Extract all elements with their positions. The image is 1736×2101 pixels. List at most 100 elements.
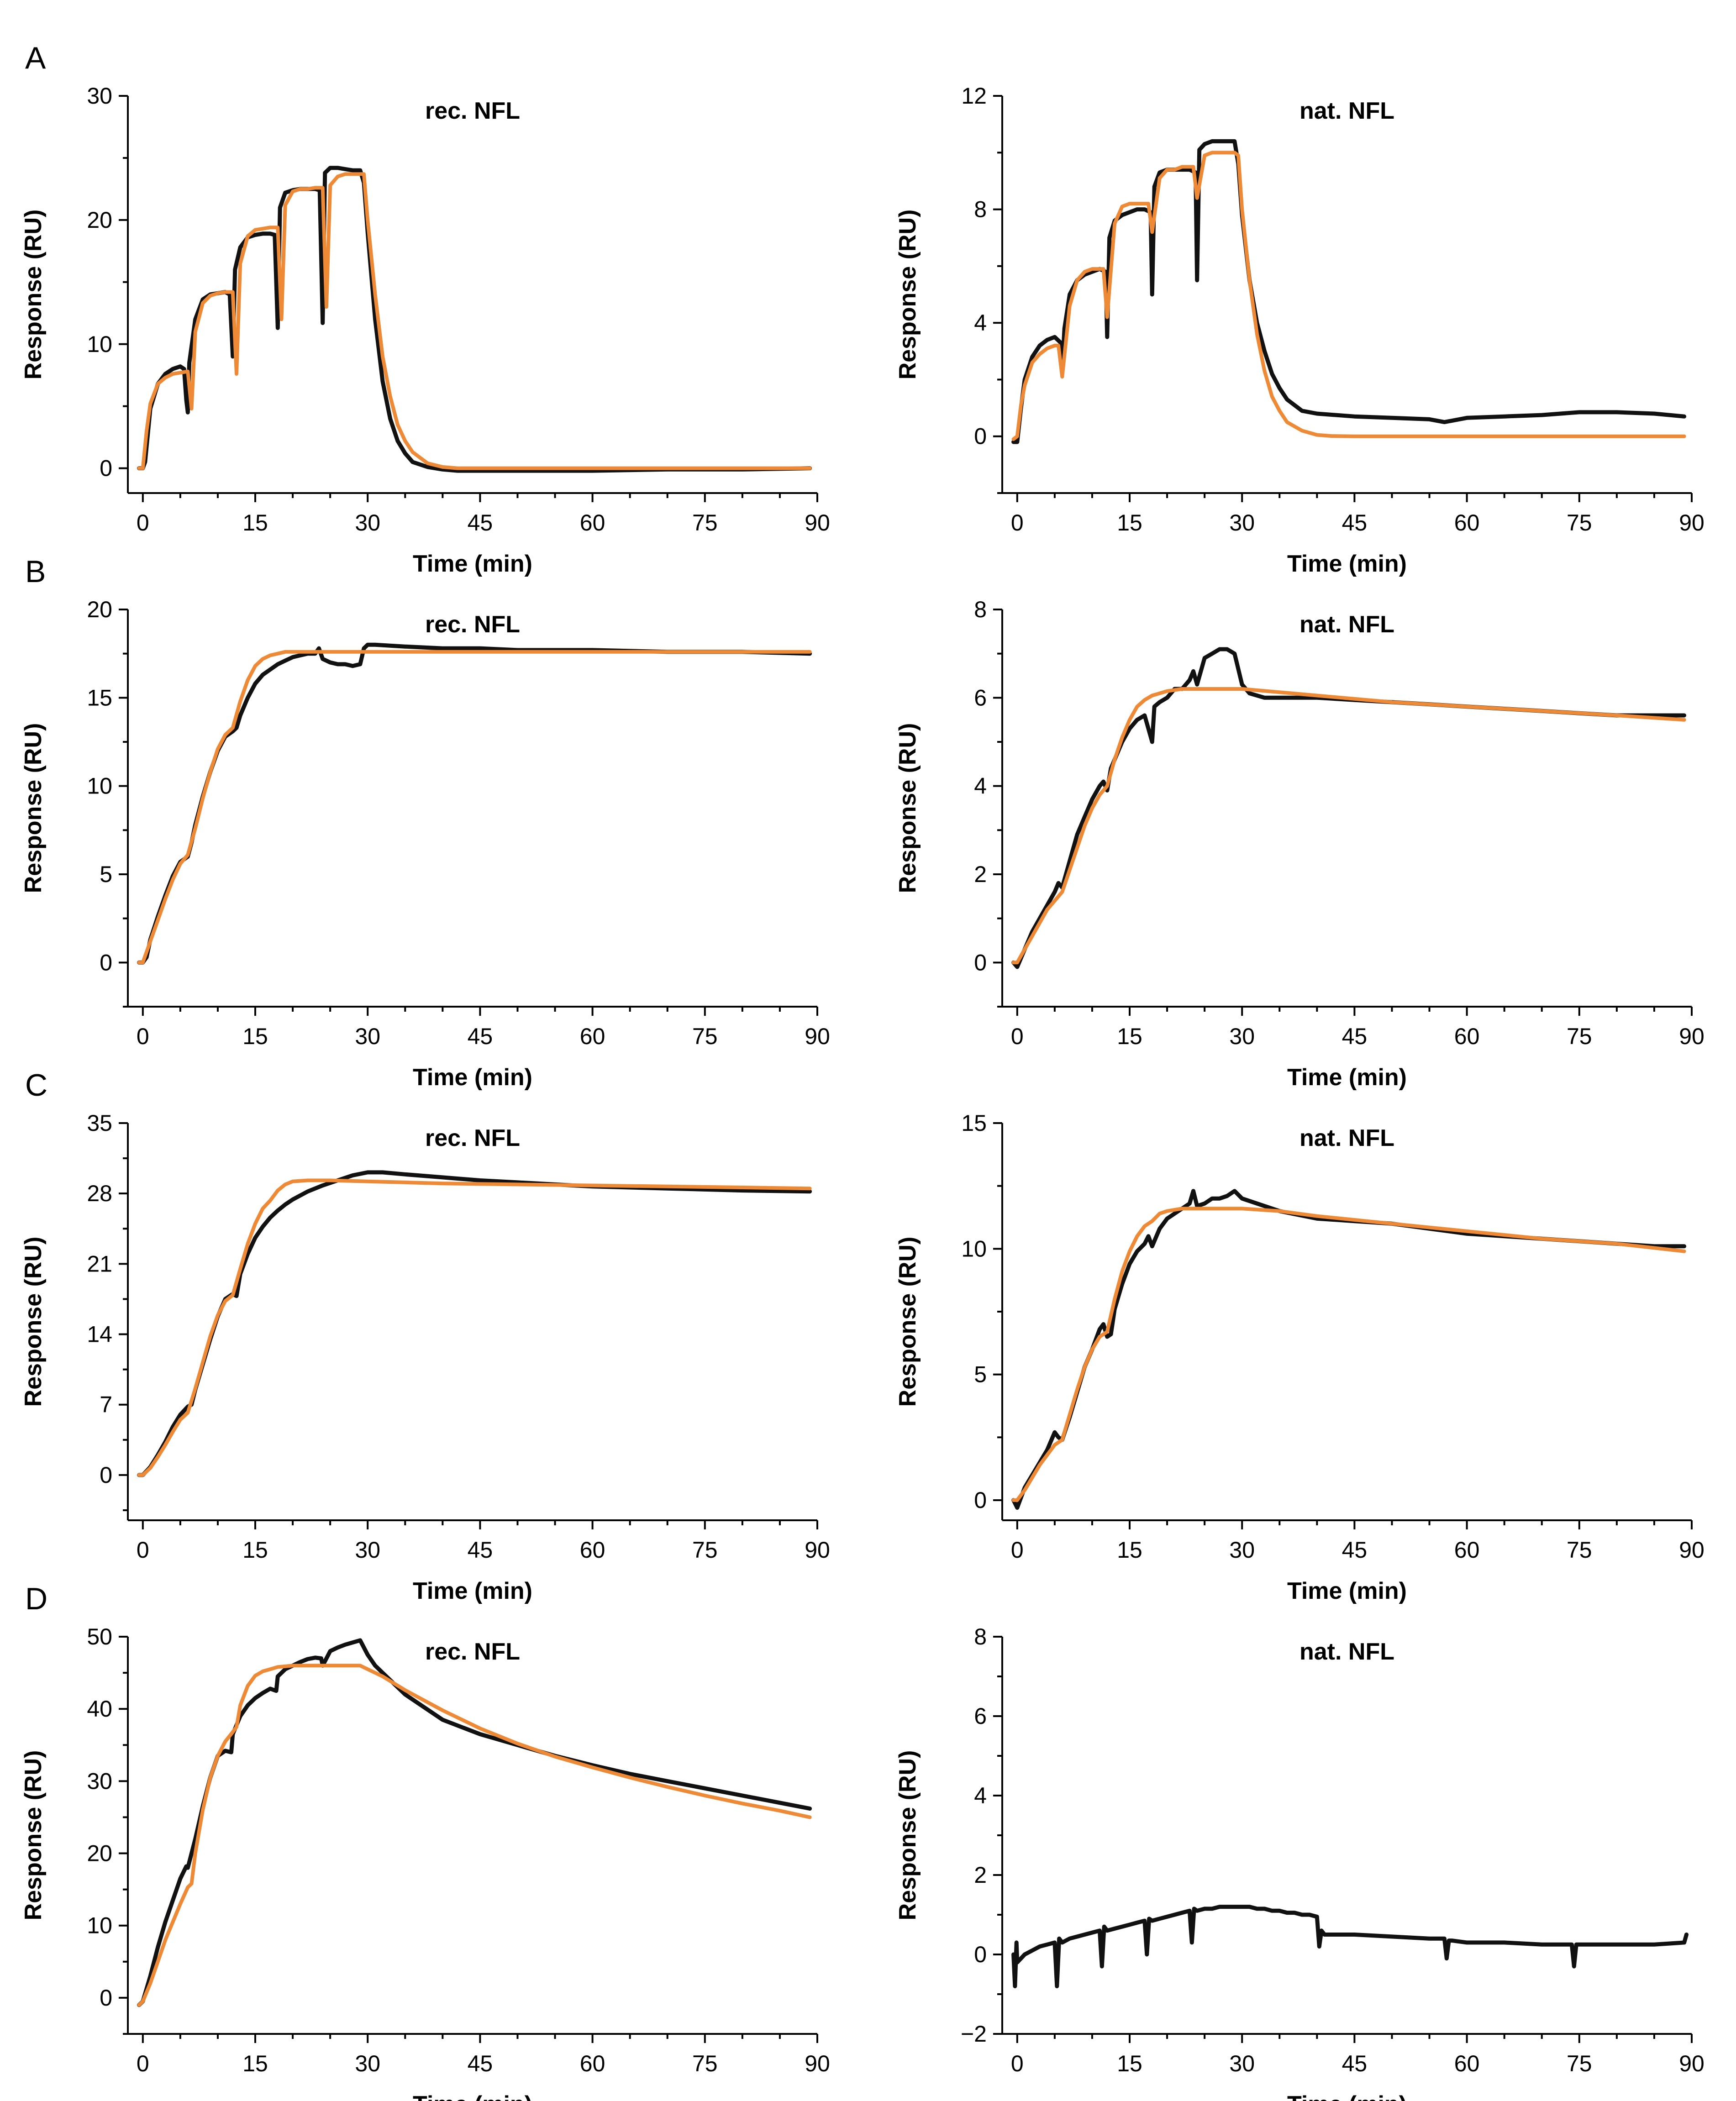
- x-tick-label: 0: [137, 1537, 149, 1563]
- y-axis-label: Response (RU): [894, 723, 921, 893]
- y-tick-label: 20: [87, 1841, 112, 1866]
- chart-2: 0 15 30 45 60 75 90 0 5 10 15 20 Time (min) Response …: [20, 597, 830, 1091]
- x-axis-label: Time (min): [413, 551, 532, 577]
- x-tick-label: 15: [1117, 510, 1142, 536]
- y-tick-label: 0: [974, 424, 987, 449]
- y-tick-label: 28: [87, 1181, 112, 1206]
- y-axis-label: Response (RU): [20, 210, 47, 380]
- series-fit: [1011, 151, 1686, 441]
- y-tick-label: 2: [974, 1862, 987, 1888]
- x-tick-label: 30: [1229, 2051, 1255, 2076]
- series-measured: [1011, 139, 1687, 444]
- x-tick-label: 45: [468, 1537, 493, 1563]
- series-fit: [137, 172, 812, 470]
- x-tick-label: 75: [1567, 1024, 1592, 1049]
- x-tick-label: 75: [692, 510, 718, 536]
- x-tick-label: 15: [242, 2051, 268, 2076]
- chart-title: nat. NFL: [1299, 98, 1394, 124]
- y-tick-label: 50: [87, 1624, 112, 1649]
- series-fit: [1011, 1207, 1686, 1502]
- chart-0: 0 15 30 45 60 75 90 0 10 20 30 Time (min) Response (…: [20, 83, 830, 577]
- series-fit: [1011, 687, 1686, 965]
- chart-1: 0 15 30 45 60 75 90 0 4 8 12 Time (min) Response (RU…: [894, 83, 1704, 577]
- x-tick-label: 90: [805, 510, 830, 536]
- y-tick-label: 0: [974, 1942, 987, 1967]
- series-measured: [1011, 1905, 1689, 1989]
- x-tick-label: 60: [580, 1537, 605, 1563]
- panel-label-a: A: [25, 41, 46, 75]
- x-tick-label: 45: [468, 2051, 493, 2076]
- x-tick-label: 45: [1342, 510, 1368, 536]
- x-tick-label: 75: [1567, 2051, 1592, 2076]
- y-tick-label: 10: [87, 331, 112, 357]
- x-tick-label: 60: [580, 510, 605, 536]
- x-tick-label: 75: [1567, 1537, 1592, 1563]
- y-tick-label: 10: [87, 1913, 112, 1938]
- x-tick-label: 45: [1342, 2051, 1368, 2076]
- y-tick-label: 0: [974, 1487, 987, 1513]
- x-tick-label: 60: [1454, 1024, 1480, 1049]
- x-tick-label: 60: [580, 2051, 605, 2076]
- y-tick-label: 8: [974, 197, 987, 222]
- x-axis-label: Time (min): [1287, 1578, 1407, 1604]
- series-fit: [137, 1178, 812, 1477]
- y-tick-label: 0: [100, 1462, 112, 1488]
- x-tick-label: 90: [805, 2051, 830, 2076]
- x-tick-label: 15: [242, 510, 268, 536]
- x-tick-label: 0: [137, 1024, 149, 1049]
- chart-title: rec. NFL: [425, 1125, 520, 1151]
- y-tick-label: 6: [974, 685, 987, 710]
- y-tick-label: 15: [87, 685, 112, 710]
- series-measured: [137, 1638, 812, 2007]
- x-tick-label: 15: [242, 1024, 268, 1049]
- y-tick-label: 4: [974, 1783, 987, 1808]
- y-axis-label: Response (RU): [20, 1237, 47, 1407]
- chart-5: 0 15 30 45 60 75 90 0 5 10 15 Time (min) Response (R…: [894, 1110, 1704, 1604]
- x-tick-label: 60: [1454, 1537, 1480, 1563]
- y-tick-label: 4: [974, 310, 987, 336]
- y-tick-label: 0: [100, 950, 112, 975]
- x-tick-label: 60: [1454, 2051, 1480, 2076]
- y-tick-label: 0: [974, 950, 987, 975]
- y-tick-label: 10: [961, 1236, 987, 1261]
- x-axis-label: Time (min): [413, 1578, 532, 1604]
- y-axis-label: Response (RU): [894, 210, 921, 380]
- x-tick-label: 45: [468, 1024, 493, 1049]
- panel-label-b: B: [25, 554, 46, 589]
- x-tick-label: 15: [1117, 1537, 1142, 1563]
- chart-7: 0 15 30 45 60 75 90 −2 0 2 4 6 8 Time (min) Response (…: [894, 1624, 1704, 2101]
- series-measured: [137, 1170, 812, 1477]
- x-tick-label: 30: [355, 1024, 380, 1049]
- x-tick-label: 30: [1229, 1537, 1255, 1563]
- x-tick-label: 90: [805, 1537, 830, 1563]
- x-axis-label: Time (min): [1287, 1064, 1407, 1091]
- y-tick-label: 2: [974, 861, 987, 887]
- x-tick-label: 45: [1342, 1024, 1368, 1049]
- x-axis-label: Time (min): [1287, 2091, 1407, 2101]
- x-axis-label: Time (min): [1287, 551, 1407, 577]
- y-tick-label: 21: [87, 1251, 112, 1276]
- y-tick-label: 12: [961, 83, 987, 109]
- chart-6: 0 15 30 45 60 75 90 0 10 20 30 40 50 Time (min) Respon…: [20, 1624, 830, 2101]
- x-tick-label: 30: [1229, 1024, 1255, 1049]
- y-tick-label: 5: [974, 1362, 987, 1387]
- y-tick-label: 40: [87, 1696, 112, 1722]
- chart-title: nat. NFL: [1299, 1639, 1394, 1665]
- x-tick-label: 75: [692, 1024, 718, 1049]
- panel-label-c: C: [25, 1068, 47, 1103]
- x-tick-label: 30: [1229, 510, 1255, 536]
- x-tick-label: 45: [468, 510, 493, 536]
- y-axis-label: Response (RU): [894, 1750, 921, 1921]
- y-tick-label: 20: [87, 207, 112, 233]
- x-tick-label: 45: [1342, 1537, 1368, 1563]
- x-tick-label: 90: [1679, 2051, 1704, 2076]
- x-tick-label: 60: [1454, 510, 1480, 536]
- y-axis-label: Response (RU): [20, 1750, 47, 1921]
- x-axis-label: Time (min): [413, 1064, 532, 1091]
- series-measured: [137, 642, 812, 965]
- y-tick-label: 4: [974, 773, 987, 799]
- x-axis-label: Time (min): [413, 2091, 532, 2101]
- x-tick-label: 0: [1011, 510, 1024, 536]
- x-tick-label: 60: [580, 1024, 605, 1049]
